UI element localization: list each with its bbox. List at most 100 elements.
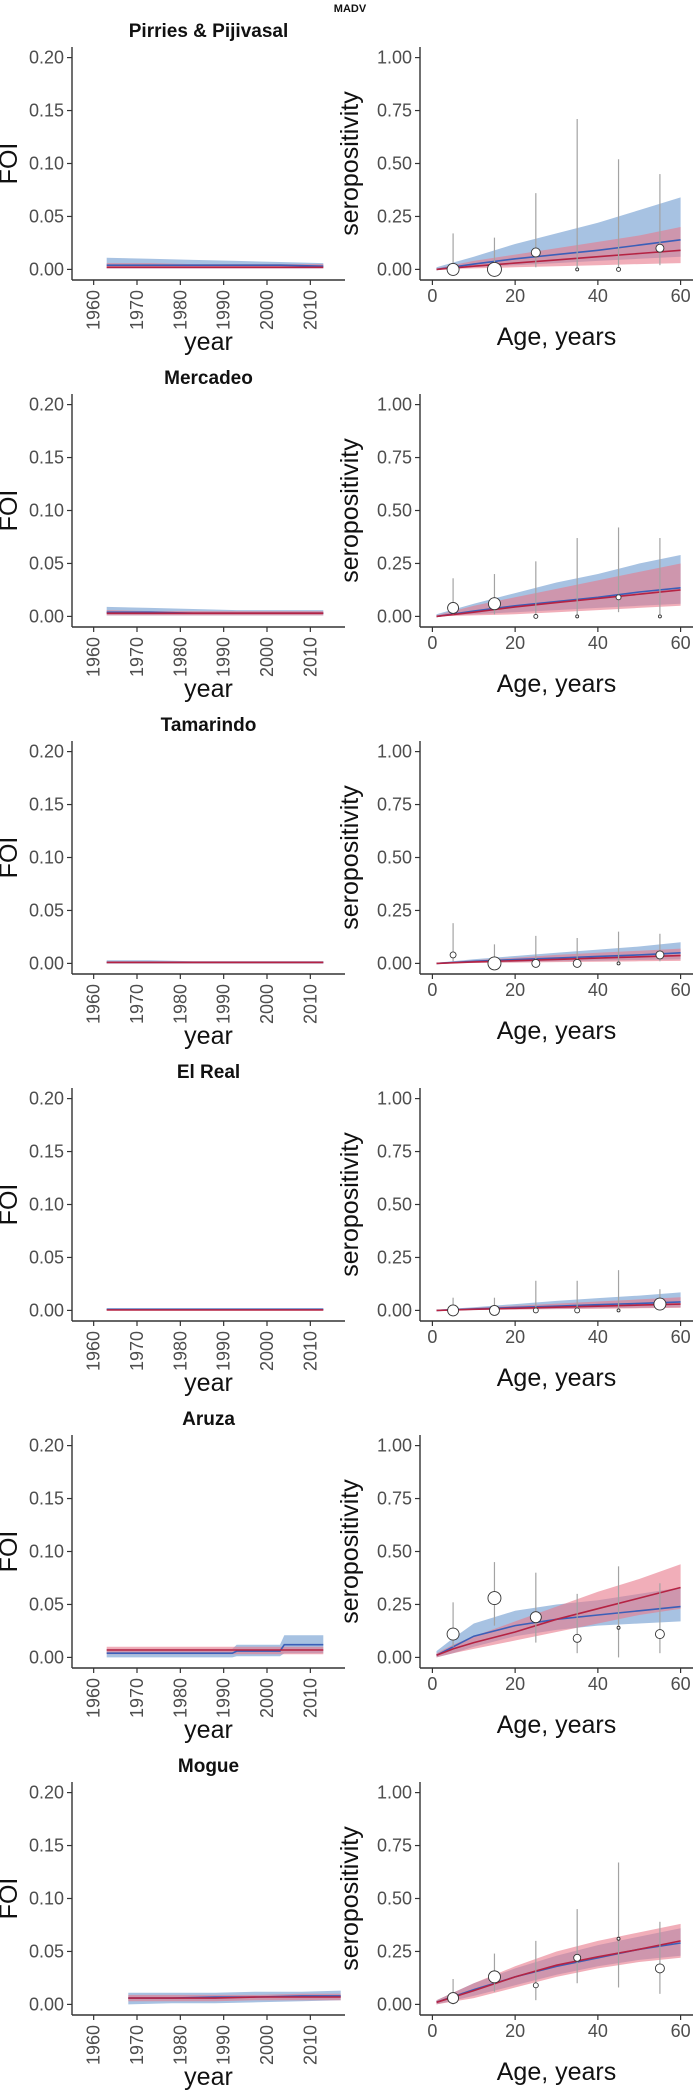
sero-y-tick-label: 0.50 — [377, 1542, 412, 1562]
foi-x-tick-label: 2010 — [300, 637, 320, 677]
sero-data-point — [655, 243, 665, 253]
foi-x-tick-label: 1990 — [214, 1678, 234, 1718]
sero-data-point — [488, 597, 501, 611]
sero-x-tick-label: 20 — [505, 286, 525, 306]
sero-x-tick-label: 0 — [427, 980, 437, 1000]
foi-y-tick-label: 0.05 — [29, 900, 64, 920]
sero-data-point — [533, 613, 539, 619]
panel-row: Aruza 0.00 0.05 0.10 0.15 0.20 1960 1970 1980 199… — [0, 1409, 693, 1744]
foi-y-tick-label: 0.20 — [29, 1783, 64, 1803]
foi-x-tick-label: 1980 — [170, 2025, 190, 2065]
sero-x-axis-title: Age, years — [497, 323, 617, 351]
sero-data-point — [574, 1307, 581, 1314]
foi-x-tick-label: 1960 — [84, 1678, 104, 1718]
foi-y-tick-label: 0.10 — [29, 1542, 64, 1562]
foi-x-tick-label: 2000 — [257, 290, 277, 330]
foi-x-tick-label: 1960 — [84, 290, 104, 330]
foi-x-tick-label: 2010 — [300, 984, 320, 1024]
sero-x-axis-title: Age, years — [497, 670, 617, 698]
foi-y-tick-label: 0.05 — [29, 1594, 64, 1614]
sero-data-point — [616, 1308, 621, 1313]
foi-y-tick-label: 0.20 — [29, 395, 64, 415]
sero-chart-aruza: 0.00 0.25 0.50 0.75 1.00 0 20 40 60 Age, years ser… — [336, 1435, 693, 1739]
foi-x-tick-label: 1990 — [214, 637, 234, 677]
foi-x-tick-label: 1990 — [214, 984, 234, 1024]
sero-y-tick-label: 0.00 — [377, 1300, 412, 1320]
sero-y-tick-label: 1.00 — [377, 1436, 412, 1456]
foi-y-tick-label: 0.10 — [29, 501, 64, 521]
sero-x-axis-title: Age, years — [497, 1017, 617, 1045]
sero-data-point — [529, 1611, 542, 1624]
sero-data-point — [616, 266, 621, 272]
foi-x-tick-label: 1990 — [214, 2025, 234, 2065]
sero-y-tick-label: 0.25 — [377, 900, 412, 920]
foi-y-tick-label: 0.10 — [29, 154, 64, 174]
sero-data-point — [657, 614, 662, 619]
foi-red-line — [128, 1996, 341, 1999]
sero-y-tick-label: 0.75 — [377, 1142, 412, 1162]
sero-x-axis-title: Age, years — [497, 1364, 617, 1392]
sero-x-tick-label: 40 — [588, 286, 608, 306]
foi-y-tick-label: 0.00 — [29, 1647, 64, 1667]
foi-chart-pirries-pijivasal: 0.00 0.05 0.10 0.15 0.20 1960 1970 1980 1990 2000… — [0, 47, 345, 356]
sero-y-axis-title: seropositivity — [336, 91, 364, 236]
sero-data-point — [487, 956, 502, 971]
sero-chart-mogue: 0.00 0.25 0.50 0.75 1.00 0 20 40 60 Age, years ser… — [336, 1782, 693, 2086]
sero-y-tick-label: 0.25 — [377, 1594, 412, 1614]
foi-x-axis-title: year — [184, 2063, 233, 2091]
sero-data-point — [447, 1992, 460, 2005]
foi-x-tick-label: 2000 — [257, 1331, 277, 1371]
foi-y-tick-label: 0.05 — [29, 1247, 64, 1267]
foi-x-tick-label: 1970 — [127, 984, 147, 1024]
sero-x-tick-label: 20 — [505, 2021, 525, 2041]
sero-y-tick-label: 0.50 — [377, 848, 412, 868]
sero-y-axis-title: seropositivity — [336, 1479, 364, 1624]
foi-x-tick-label: 1980 — [170, 1331, 190, 1371]
foi-y-tick-label: 0.00 — [29, 1300, 64, 1320]
panel-title-pirries-pijivasal: Pirries & Pijivasal — [129, 21, 289, 42]
foi-y-tick-label: 0.20 — [29, 48, 64, 68]
sero-red-band — [436, 563, 681, 617]
panel-row: Mercadeo 0.00 0.05 0.10 0.15 0.20 1960 1970 1980… — [0, 368, 693, 703]
foi-y-axis-title: FOI — [0, 143, 23, 185]
sero-red-line — [436, 1940, 681, 2004]
sero-x-tick-label: 60 — [671, 1674, 691, 1694]
sero-y-tick-label: 0.75 — [377, 1489, 412, 1509]
foi-x-tick-label: 1990 — [214, 290, 234, 330]
sero-x-tick-label: 0 — [427, 633, 437, 653]
sero-data-point — [616, 1936, 621, 1941]
sero-y-axis-title: seropositivity — [336, 1826, 364, 1971]
foi-y-axis-title: FOI — [0, 1531, 23, 1573]
sero-data-point — [531, 958, 541, 968]
sero-y-tick-label: 0.25 — [377, 1247, 412, 1267]
sero-y-tick-label: 0.00 — [377, 953, 412, 973]
panels: Pirries & Pijivasal 0.00 0.05 0.10 0.15 0.20 1… — [0, 21, 693, 2091]
foi-x-tick-label: 2000 — [257, 1678, 277, 1718]
sero-y-axis-title: seropositivity — [336, 785, 364, 930]
foi-y-tick-label: 0.20 — [29, 1089, 64, 1109]
sero-data-point — [532, 1982, 539, 1989]
sero-data-point — [575, 614, 580, 619]
sero-data-point — [572, 958, 582, 968]
foi-x-tick-label: 1970 — [127, 290, 147, 330]
sero-red-line — [436, 589, 681, 618]
sero-data-point — [616, 1625, 621, 1630]
figure-title: MADV — [334, 3, 367, 15]
sero-y-axis-title: seropositivity — [336, 438, 364, 583]
sero-x-tick-label: 60 — [671, 286, 691, 306]
foi-y-tick-label: 0.15 — [29, 448, 64, 468]
foi-chart-mercadeo: 0.00 0.05 0.10 0.15 0.20 1960 1970 1980 1990 2000… — [0, 394, 345, 703]
sero-data-point — [615, 594, 622, 601]
sero-red-line — [436, 954, 681, 965]
sero-data-point — [573, 1953, 582, 1962]
sero-y-tick-label: 0.50 — [377, 1195, 412, 1215]
sero-x-tick-label: 20 — [505, 1674, 525, 1694]
panel-row: Tamarindo 0.00 0.05 0.10 0.15 0.20 1960 1970 198… — [0, 715, 693, 1050]
sero-y-tick-label: 0.75 — [377, 101, 412, 121]
sero-y-tick-label: 0.50 — [377, 501, 412, 521]
sero-red-line — [436, 1303, 681, 1312]
sero-data-point — [530, 247, 541, 258]
foi-x-tick-label: 1960 — [84, 2025, 104, 2065]
foi-blue-line — [106, 1643, 324, 1654]
